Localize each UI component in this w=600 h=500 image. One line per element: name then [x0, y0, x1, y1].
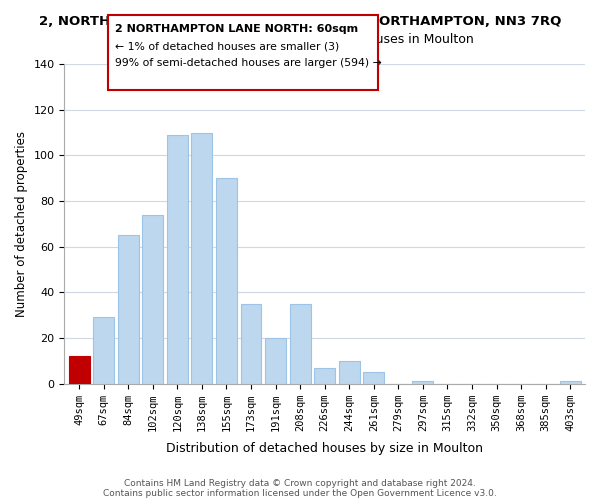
Bar — [412, 382, 433, 384]
Bar — [93, 318, 114, 384]
Bar — [265, 338, 286, 384]
Bar — [216, 178, 237, 384]
Bar — [314, 368, 335, 384]
Bar — [560, 382, 581, 384]
Text: Contains public sector information licensed under the Open Government Licence v3: Contains public sector information licen… — [103, 488, 497, 498]
Text: 2 NORTHAMPTON LANE NORTH: 60sqm: 2 NORTHAMPTON LANE NORTH: 60sqm — [115, 24, 358, 34]
Text: Contains HM Land Registry data © Crown copyright and database right 2024.: Contains HM Land Registry data © Crown c… — [124, 478, 476, 488]
Bar — [191, 132, 212, 384]
Bar — [69, 356, 89, 384]
Text: ← 1% of detached houses are smaller (3): ← 1% of detached houses are smaller (3) — [115, 41, 340, 51]
Bar — [167, 135, 188, 384]
Bar — [142, 214, 163, 384]
Bar — [339, 361, 359, 384]
Bar — [241, 304, 262, 384]
Bar — [118, 236, 139, 384]
Text: 2, NORTHAMPTON LANE NORTH, MOULTON, NORTHAMPTON, NN3 7RQ: 2, NORTHAMPTON LANE NORTH, MOULTON, NORT… — [39, 15, 561, 28]
X-axis label: Distribution of detached houses by size in Moulton: Distribution of detached houses by size … — [166, 442, 483, 455]
Bar — [290, 304, 311, 384]
Text: Size of property relative to detached houses in Moulton: Size of property relative to detached ho… — [126, 32, 474, 46]
Bar — [364, 372, 384, 384]
Y-axis label: Number of detached properties: Number of detached properties — [15, 131, 28, 317]
Text: 99% of semi-detached houses are larger (594) →: 99% of semi-detached houses are larger (… — [115, 58, 382, 68]
